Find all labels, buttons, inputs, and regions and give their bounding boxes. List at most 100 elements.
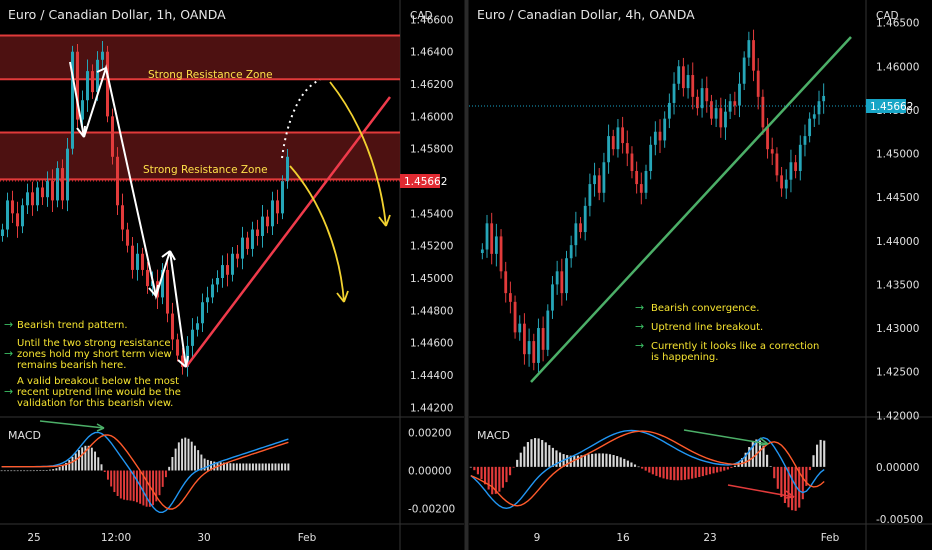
macd-histogram-bar xyxy=(569,455,572,467)
macd-histogram-bar xyxy=(523,446,526,467)
candle-body xyxy=(499,236,503,272)
candle-body xyxy=(569,245,573,259)
macd-histogram-bar xyxy=(68,460,71,471)
macd-histogram-bar xyxy=(676,466,679,481)
candle-body xyxy=(523,323,526,355)
candle-body xyxy=(780,175,783,189)
macd-histogram-bar xyxy=(669,466,672,480)
macd-histogram-bar xyxy=(280,463,283,471)
macd-histogram-bar xyxy=(90,447,93,471)
macd-histogram-bar xyxy=(537,438,540,467)
candle-body xyxy=(490,223,494,254)
x-axis-1h: 25 12:00 30 Feb xyxy=(27,532,316,544)
macd-histogram-bar xyxy=(766,454,769,467)
macd-histogram-bar xyxy=(284,463,287,471)
macd-histogram-bar xyxy=(235,463,238,471)
macd-histogram-bar xyxy=(662,466,665,479)
macd-histogram-bar xyxy=(52,469,55,471)
macd-histogram-bar xyxy=(177,442,180,471)
macd-histogram-bar xyxy=(776,466,779,489)
macd-histogram-bar xyxy=(184,437,187,471)
macd-histogram-bar xyxy=(691,466,694,479)
candle-body xyxy=(583,205,587,233)
candle-body xyxy=(251,229,254,249)
candle-body xyxy=(201,302,204,324)
candle-body xyxy=(565,258,568,294)
candle-body xyxy=(611,136,615,150)
note-4h-2: Uptrend line breakout. xyxy=(651,322,763,333)
macd-histogram-bar xyxy=(58,466,61,471)
macd-histogram-bar xyxy=(193,445,196,471)
macd-histogram-bar xyxy=(473,466,476,471)
macd-histogram-bar xyxy=(758,440,762,467)
macd-histogram-bar xyxy=(616,456,619,467)
macd-histogram-bar xyxy=(161,470,164,487)
note-3-line2: recent uptrend line would be the xyxy=(17,387,181,398)
last-price-1h: 1.45662 xyxy=(404,176,447,188)
candle-body xyxy=(211,284,214,298)
y-tick-label: 1.45400 xyxy=(410,208,453,220)
candle-body xyxy=(719,108,723,128)
macd-histogram-bar xyxy=(551,447,554,467)
macd-histogram-bar xyxy=(608,454,612,467)
candle-body xyxy=(630,153,634,171)
macd-histogram-bar xyxy=(113,470,116,493)
macd-histogram-bar xyxy=(619,457,622,467)
macd-histogram-bar xyxy=(81,447,84,471)
candle-body xyxy=(76,51,79,120)
candle-body xyxy=(625,143,629,154)
macd-label-4h: MACD xyxy=(477,429,510,442)
arrow-head-1 xyxy=(76,125,86,138)
candle-body xyxy=(141,253,144,270)
candle-body xyxy=(71,51,74,149)
candle-body xyxy=(733,101,737,106)
y-tick-label: 1.46400 xyxy=(410,47,453,59)
macd-histogram-bar xyxy=(719,466,722,472)
candle-body xyxy=(131,245,134,270)
macd-histogram-bar xyxy=(87,445,90,471)
macd-histogram-bar xyxy=(601,453,604,467)
macd-histogram-bar xyxy=(591,453,594,467)
macd-axis-4h: 0.00000 -0.00500 xyxy=(876,462,923,526)
uptrend-line-4h xyxy=(530,36,852,383)
macd-histogram-bar xyxy=(630,462,633,467)
macd-histogram-bar xyxy=(187,438,190,471)
macd-histogram-bar xyxy=(541,440,544,467)
macd-histogram-bar xyxy=(258,463,261,471)
candle-body xyxy=(101,51,104,60)
candle-body xyxy=(798,144,802,171)
chart-4h: Euro / Canadian Dollar, 4h, OANDA CAD 1.… xyxy=(469,0,932,550)
macd-histogram-bar xyxy=(605,453,608,467)
candle-body xyxy=(21,205,24,227)
macd-histogram-bar xyxy=(277,463,280,471)
overlays-1h xyxy=(69,61,391,368)
macd-histogram-bar xyxy=(544,442,547,467)
macd-histogram-bar xyxy=(26,470,29,472)
macd-histogram-bar xyxy=(801,466,804,500)
macd-histogram-bar xyxy=(787,466,790,508)
macd-histogram-bar xyxy=(773,466,776,479)
y-tick-label: 1.45000 xyxy=(410,273,453,285)
note-4h-1: Bearish convergence. xyxy=(651,303,759,314)
macd-histogram-bar xyxy=(626,460,629,467)
macd-histogram-bar xyxy=(32,470,35,472)
candle-body xyxy=(593,175,596,185)
candle-body xyxy=(51,181,54,201)
candle-body xyxy=(770,149,774,154)
macd-histogram-bar xyxy=(716,466,719,473)
candle-body xyxy=(166,269,169,314)
macd-histogram-bar xyxy=(219,462,222,471)
macd-histogram-bar xyxy=(680,466,683,481)
macd-histogram-bar xyxy=(812,455,815,467)
macd-histogram-bar xyxy=(769,466,772,467)
macd-histogram-bar xyxy=(116,470,119,497)
macd-histogram-bar xyxy=(242,463,245,471)
macd-histogram-bar xyxy=(245,463,248,471)
macd-histogram-bar xyxy=(239,463,242,471)
macd-histogram-bar xyxy=(530,439,533,467)
macd-histogram-bar xyxy=(94,451,97,471)
candle-body xyxy=(121,205,124,230)
y-tick-label: 1.45000 xyxy=(876,149,919,161)
candle-body xyxy=(126,229,129,246)
note-arrow-icon: → xyxy=(635,301,644,314)
